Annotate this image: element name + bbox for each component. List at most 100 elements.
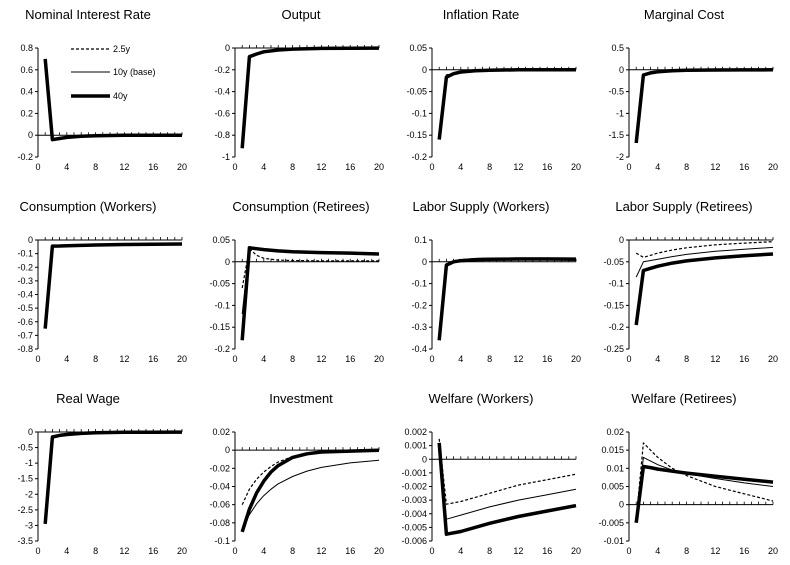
x-tick-label: 4 bbox=[261, 354, 266, 364]
y-tick-label: -0.04 bbox=[209, 482, 230, 492]
series-line-10y-base bbox=[438, 257, 576, 339]
chart-title: Labor Supply (Workers) bbox=[412, 199, 549, 214]
y-tick-label: -0.1 bbox=[17, 249, 33, 259]
series-line-10y-base bbox=[635, 456, 774, 520]
y-tick-label: -0.4 bbox=[214, 87, 230, 97]
x-tick-label: 12 bbox=[119, 546, 129, 556]
x-tick-label: 20 bbox=[571, 162, 581, 172]
x-tick-label: 8 bbox=[684, 546, 689, 556]
series-line-2-5y bbox=[44, 431, 183, 521]
x-tick-label: 4 bbox=[261, 546, 266, 556]
y-tick-label: 0 bbox=[28, 235, 33, 245]
x-tick-label: 8 bbox=[290, 546, 295, 556]
series-line-10y-base bbox=[241, 459, 380, 531]
x-tick-label: 4 bbox=[458, 354, 463, 364]
x-tick-label: 16 bbox=[542, 354, 552, 364]
x-tick-label: 12 bbox=[513, 354, 523, 364]
chart-title: Welfare (Retirees) bbox=[631, 391, 736, 406]
series-line-10y-base bbox=[44, 243, 183, 328]
y-tick-label: -0.006 bbox=[401, 536, 427, 546]
x-tick-label: 12 bbox=[710, 162, 720, 172]
series-line-2-5y bbox=[635, 442, 774, 520]
x-tick-label: 0 bbox=[429, 354, 434, 364]
series-line-40y bbox=[240, 246, 380, 341]
y-tick-label: -0.003 bbox=[401, 495, 427, 505]
y-tick-label: -0.1 bbox=[411, 279, 427, 289]
y-tick-label: -0.06 bbox=[209, 500, 230, 510]
x-tick-label: 20 bbox=[177, 162, 187, 172]
chart-title: Inflation Rate bbox=[443, 7, 520, 22]
series-line-2-5y bbox=[438, 438, 577, 505]
chart-title: Investment bbox=[269, 391, 333, 406]
y-tick-label: 0 bbox=[619, 235, 624, 245]
series-line-2-5y bbox=[635, 241, 774, 258]
y-tick-label: -0.002 bbox=[401, 482, 427, 492]
y-tick-label: 0.05 bbox=[212, 235, 230, 245]
y-tick-label: -0.2 bbox=[214, 344, 230, 354]
y-tick-label: -0.001 bbox=[401, 468, 427, 478]
x-tick-label: 20 bbox=[768, 354, 778, 364]
x-tick-label: 0 bbox=[35, 354, 40, 364]
x-tick-label: 0 bbox=[626, 546, 631, 556]
y-tick-label: -0.5 bbox=[17, 443, 33, 453]
series-line-40y bbox=[43, 242, 183, 329]
y-tick-label: -0.3 bbox=[17, 276, 33, 286]
legend-label: 2.5y bbox=[113, 44, 131, 54]
y-tick-label: -0.8 bbox=[214, 130, 230, 140]
x-tick-label: 4 bbox=[458, 162, 463, 172]
x-tick-label: 0 bbox=[35, 546, 40, 556]
y-tick-label: -1.5 bbox=[17, 474, 33, 484]
y-tick-label: 0.05 bbox=[409, 43, 427, 53]
y-tick-label: -3 bbox=[25, 520, 33, 530]
x-tick-label: 8 bbox=[290, 354, 295, 364]
y-tick-label: -1 bbox=[222, 152, 230, 162]
y-tick-label: 0.01 bbox=[606, 463, 624, 473]
y-tick-label: 0.6 bbox=[20, 65, 33, 75]
x-tick-label: 20 bbox=[177, 354, 187, 364]
y-tick-label: -0.005 bbox=[401, 522, 427, 532]
x-tick-label: 16 bbox=[345, 162, 355, 172]
y-tick-label: -0.7 bbox=[17, 330, 33, 340]
x-tick-label: 16 bbox=[542, 546, 552, 556]
x-tick-label: 20 bbox=[374, 354, 384, 364]
y-tick-label: -0.2 bbox=[17, 152, 33, 162]
x-tick-label: 20 bbox=[768, 162, 778, 172]
chart-title: Marginal Cost bbox=[644, 7, 725, 22]
x-tick-label: 4 bbox=[64, 546, 69, 556]
x-tick-label: 12 bbox=[513, 162, 523, 172]
x-tick-label: 20 bbox=[571, 546, 581, 556]
x-tick-label: 8 bbox=[487, 162, 492, 172]
y-tick-label: -0.6 bbox=[214, 108, 230, 118]
y-tick-label: -0.2 bbox=[411, 300, 427, 310]
x-tick-label: 4 bbox=[458, 546, 463, 556]
chart-panel-8: Labor Supply (Retirees) -0.25 -0.2 -0.15 -0.… bbox=[603, 199, 778, 364]
x-tick-label: 4 bbox=[655, 162, 660, 172]
x-tick-label: 12 bbox=[710, 354, 720, 364]
series-line-2-5y bbox=[44, 242, 183, 326]
x-tick-label: 16 bbox=[345, 546, 355, 556]
y-tick-label: -0.2 bbox=[214, 65, 230, 75]
x-tick-label: 16 bbox=[739, 546, 749, 556]
x-tick-label: 12 bbox=[316, 162, 326, 172]
x-tick-label: 16 bbox=[148, 162, 158, 172]
y-tick-label: 0 bbox=[225, 257, 230, 267]
x-tick-label: 4 bbox=[261, 162, 266, 172]
legend-label: 40y bbox=[113, 91, 128, 101]
series-line-2-5y bbox=[241, 47, 380, 144]
chart-panel-7: Labor Supply (Workers) -0.4 -0.3 -0.2 -0.1 0 0… bbox=[411, 199, 581, 364]
x-tick-label: 0 bbox=[232, 354, 237, 364]
y-tick-label: -0.004 bbox=[401, 509, 427, 519]
y-tick-label: 0.002 bbox=[404, 427, 427, 437]
y-tick-label: -0.05 bbox=[603, 257, 624, 267]
y-tick-label: -2.5 bbox=[17, 505, 33, 515]
x-tick-label: 4 bbox=[64, 162, 69, 172]
x-tick-label: 12 bbox=[316, 354, 326, 364]
chart-title: Consumption (Retirees) bbox=[232, 199, 369, 214]
x-tick-label: 8 bbox=[93, 162, 98, 172]
x-tick-label: 12 bbox=[119, 354, 129, 364]
x-tick-label: 8 bbox=[290, 162, 295, 172]
y-tick-label: 0.001 bbox=[404, 441, 427, 451]
legend-label: 10y (base) bbox=[113, 67, 156, 77]
y-tick-label: -0.005 bbox=[598, 518, 624, 528]
